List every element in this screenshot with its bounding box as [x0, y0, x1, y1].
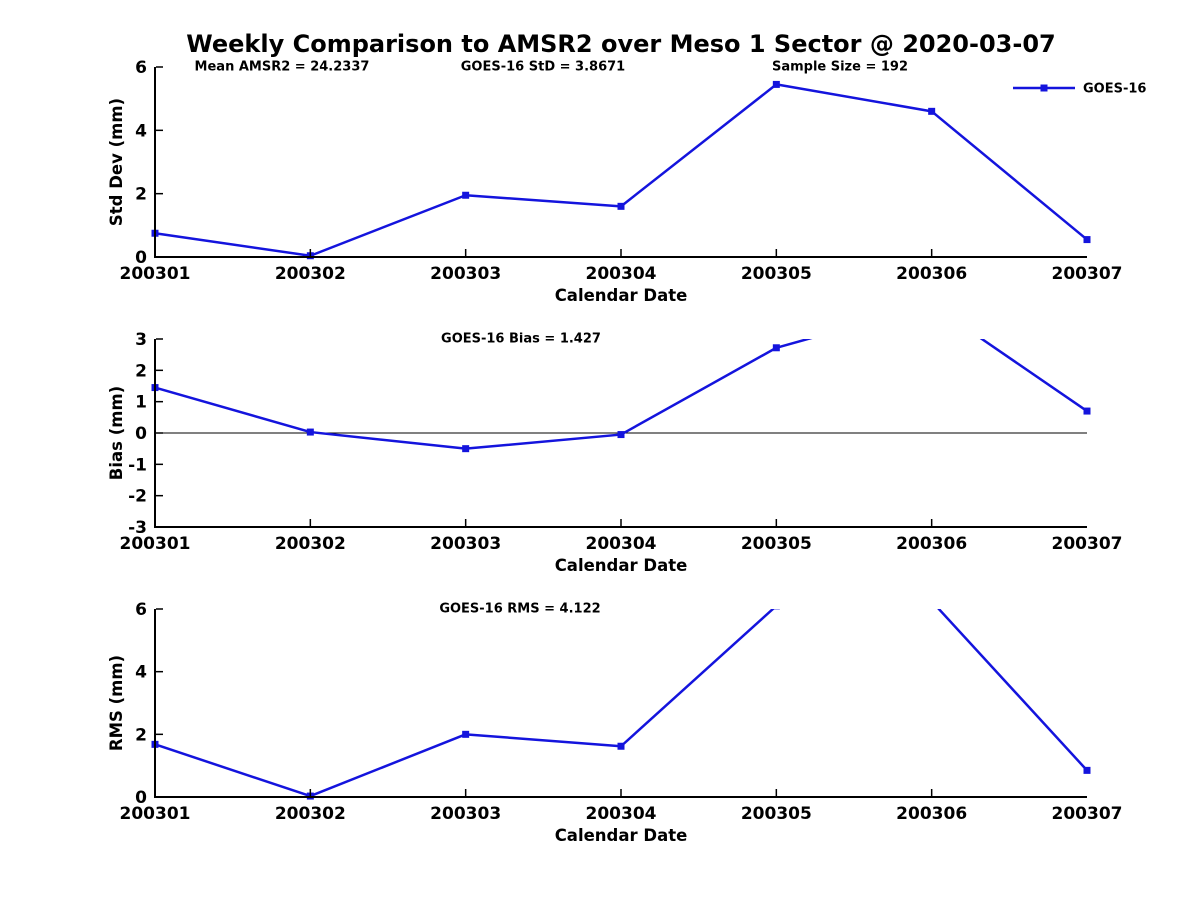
legend: GOES-16: [1013, 82, 1146, 97]
data-marker: [306, 428, 314, 436]
y-tick-label: 6: [135, 58, 147, 78]
y-tick-label: 4: [135, 121, 147, 141]
x-tick-label: 200306: [896, 534, 967, 554]
axes-spines: [154, 339, 1087, 528]
y-tick-label: 1: [135, 393, 147, 413]
x-tick-label: 200302: [275, 534, 346, 554]
y-tick-label: -2: [128, 487, 147, 507]
chart-title: Weekly Comparison to AMSR2 over Meso 1 S…: [186, 30, 1056, 58]
axes-spines: [154, 67, 1087, 258]
data-marker: [772, 609, 780, 610]
x-tick-label: 200305: [741, 264, 812, 284]
data-marker: [1083, 236, 1091, 244]
data-marker: [462, 730, 470, 738]
x-tick-label: 200307: [1052, 804, 1123, 824]
x-tick-label: 200306: [896, 804, 967, 824]
data-marker: [1083, 407, 1091, 415]
x-tick-label: 200305: [741, 804, 812, 824]
y-tick-label: 2: [135, 725, 147, 745]
x-tick-label: 200305: [741, 534, 812, 554]
subplot-bias: -3 -2 -1 0 1 2 3 200301 200302 200303 200304 200305…: [107, 301, 1123, 575]
y-tick-label: 0: [135, 248, 147, 268]
y-tick-label: 3: [135, 330, 147, 350]
x-tick-label: 200301: [120, 264, 191, 284]
data-marker: [617, 202, 625, 210]
data-marker: [1083, 766, 1091, 774]
y-tick-label: 2: [135, 361, 147, 381]
y-tick-label: 4: [135, 663, 147, 683]
subplot-rms: 0 2 4 6 200301 200302 200303 200304 200305 200306…: [107, 598, 1123, 845]
x-axis-label: Calendar Date: [555, 556, 688, 575]
x-tick-label: 200303: [430, 804, 501, 824]
data-marker: [928, 107, 936, 115]
x-tick-label: 200301: [120, 534, 191, 554]
data-marker: [462, 445, 470, 453]
x-tick-label: 200302: [275, 264, 346, 284]
data-marker: [617, 431, 625, 439]
subplot-std-dev: 0 2 4 6 200301 200302 200303 200304 200305 200306…: [107, 58, 1146, 305]
x-tick-label: 200304: [586, 804, 657, 824]
legend-marker: [1040, 84, 1048, 92]
data-marker: [928, 598, 935, 605]
series-line-std-dev: [154, 83, 1088, 257]
y-axis-label: RMS (mm): [107, 655, 126, 751]
legend-label: GOES-16: [1083, 82, 1146, 97]
y-tick-label: 0: [135, 424, 147, 444]
x-axis-label: Calendar Date: [555, 826, 688, 845]
x-tick-label: 200303: [430, 534, 501, 554]
y-tick-label: 0: [135, 788, 147, 808]
x-tick-label: 200306: [896, 264, 967, 284]
data-marker: [928, 301, 935, 308]
y-tick-label: -3: [128, 518, 147, 538]
annotation-std-dev: GOES-16 StD = 3.8671: [461, 60, 625, 75]
y-axis-label: Bias (mm): [107, 386, 126, 480]
data-marker: [772, 80, 780, 88]
annotation-std-dev: Mean AMSR2 = 24.2337: [195, 60, 370, 75]
data-marker: [462, 191, 470, 199]
x-tick-label: 200304: [586, 534, 657, 554]
x-tick-label: 200302: [275, 804, 346, 824]
x-axis-label: Calendar Date: [555, 286, 688, 305]
data-marker: [772, 344, 780, 352]
x-tick-label: 200304: [586, 264, 657, 284]
x-tick-label: 200303: [430, 264, 501, 284]
series-line-bias: [154, 339, 1088, 450]
x-tick-label: 200301: [120, 804, 191, 824]
y-axis-label: Std Dev (mm): [107, 98, 126, 226]
annotation-rms: GOES-16 RMS = 4.122: [439, 602, 600, 617]
annotation-std-dev: Sample Size = 192: [772, 60, 908, 75]
x-tick-label: 200307: [1052, 264, 1123, 284]
data-marker: [617, 742, 625, 750]
axes-spines: [154, 609, 1087, 798]
annotation-bias: GOES-16 Bias = 1.427: [441, 332, 601, 347]
y-tick-label: -1: [128, 455, 147, 475]
x-tick-label: 200307: [1052, 534, 1123, 554]
series-line-rms: [154, 609, 1088, 798]
y-tick-label: 2: [135, 185, 147, 205]
y-tick-label: 6: [135, 600, 147, 620]
